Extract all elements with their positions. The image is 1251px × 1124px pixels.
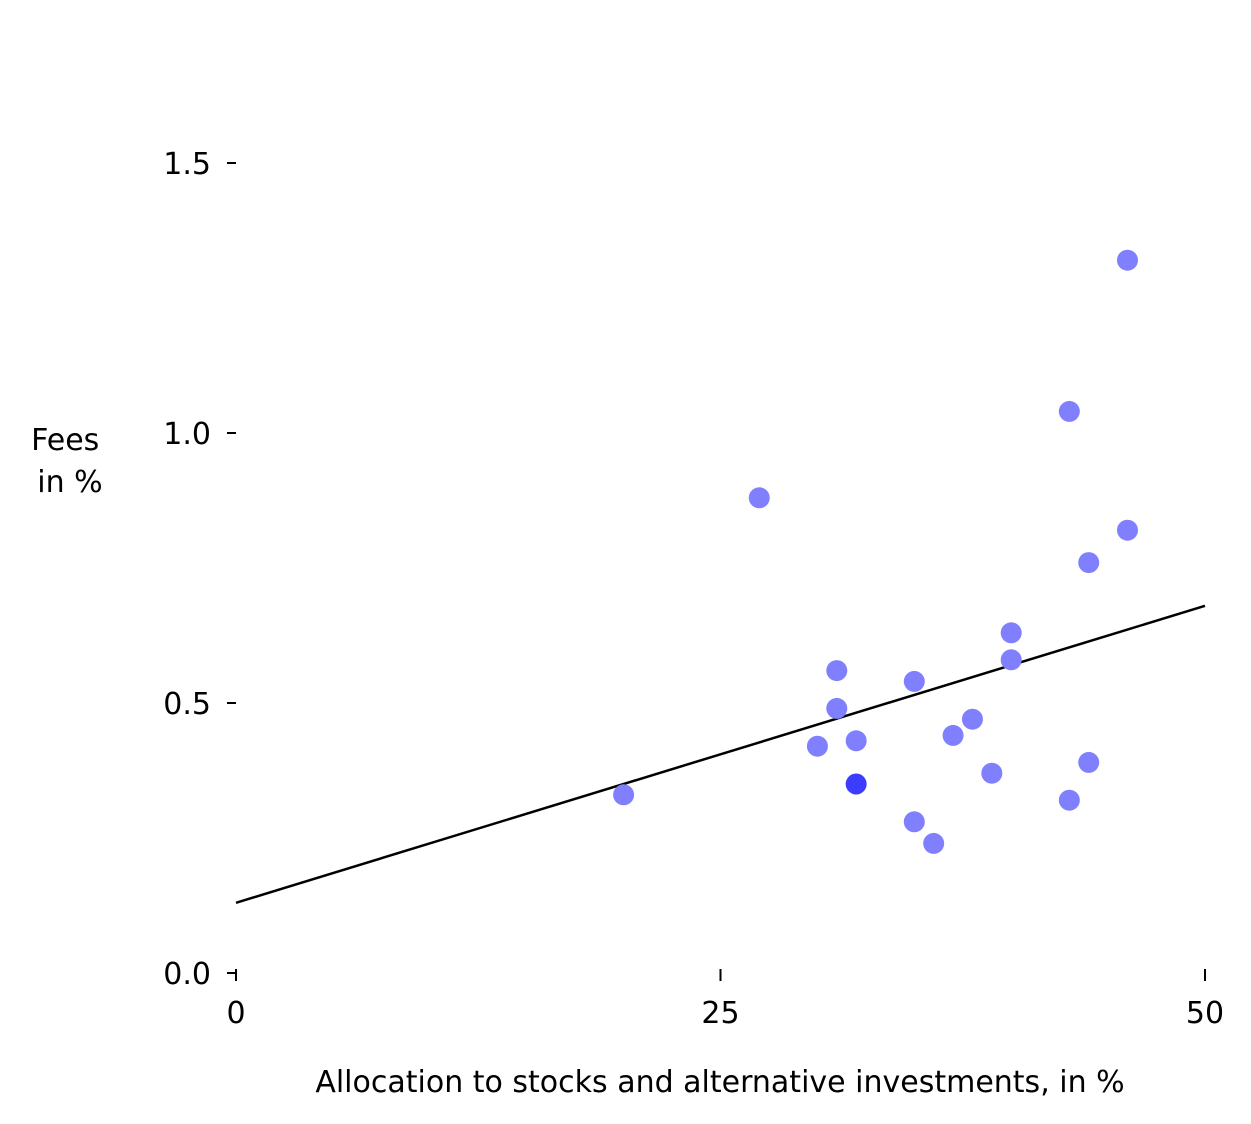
data-point [923,832,945,854]
y-axis-label-line-1: Fees [31,423,99,458]
y-tick-label: 0.5 [163,687,211,722]
trend-line [235,604,1206,904]
highlighted-data-point [845,773,867,795]
x-tick-label: 50 [1186,996,1224,1031]
y-tick-label: 1.5 [163,147,211,182]
data-point [961,708,983,730]
data-point [806,735,828,757]
y-axis-label-line-2: in % [37,465,102,500]
data-point [903,811,925,833]
data-point [1000,622,1022,644]
data-point [903,670,925,692]
data-point [1058,400,1080,422]
data-point [1000,649,1022,671]
data-point [1116,249,1138,271]
data-point [613,784,635,806]
y-axis-label: Fees in % [31,423,109,500]
y-tick-label: 0.0 [163,957,211,992]
data-point [1078,751,1100,773]
data-point [1058,789,1080,811]
data-point [845,730,867,752]
data-point [942,724,964,746]
trend-line-group [235,604,1206,904]
axis-labels: Allocation to stocks and alternative inv… [31,423,1125,1100]
x-tick-label: 0 [226,996,245,1031]
data-point [1078,552,1100,574]
data-point [748,487,770,509]
axes: 0.0 0.5 1.0 1.5 0 25 50 [163,147,1224,1031]
data-point [981,762,1003,784]
data-point [826,660,848,682]
y-tick-label: 1.0 [163,417,211,452]
data-points [613,249,1138,854]
x-tick-label: 25 [701,996,739,1031]
data-point [1116,519,1138,541]
data-point [826,697,848,719]
x-axis-label: Allocation to stocks and alternative inv… [315,1065,1124,1100]
